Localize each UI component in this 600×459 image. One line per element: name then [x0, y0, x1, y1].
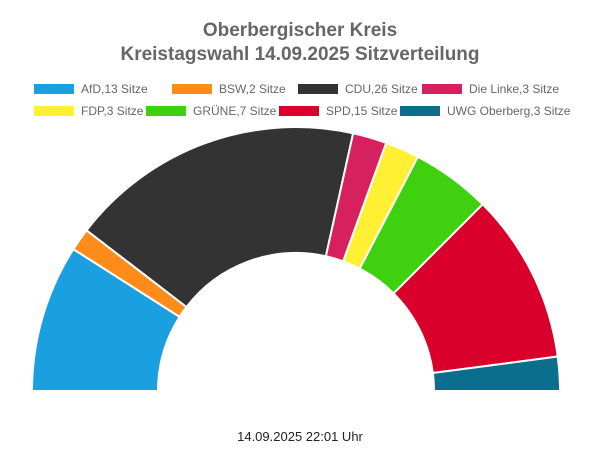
legend-swatch-afd — [34, 84, 74, 94]
legend-swatch-bsw — [172, 84, 212, 94]
legend-row-2: FDP,3 Sitze GRÜNE,7 Sitze SPD,15 Sitze U… — [34, 104, 594, 126]
legend-swatch-gruene — [146, 106, 186, 116]
chart-timestamp: 14.09.2025 22:01 Uhr — [237, 429, 363, 444]
legend-item-cdu[interactable]: CDU,26 Sitze — [298, 82, 418, 96]
legend-item-gruene[interactable]: GRÜNE,7 Sitze — [146, 104, 276, 118]
legend-label-gruene: GRÜNE,7 Sitze — [193, 104, 277, 118]
legend: AfD,13 Sitze BSW,2 Sitze CDU,26 Sitze Di… — [34, 82, 594, 126]
legend-item-bsw[interactable]: BSW,2 Sitze — [172, 82, 286, 96]
legend-label-spd: SPD,15 Sitze — [326, 104, 398, 118]
legend-item-uwg[interactable]: UWG Oberberg,3 Sitze — [400, 104, 570, 118]
legend-item-fdp[interactable]: FDP,3 Sitze — [34, 104, 143, 118]
chart-title: Oberbergischer Kreis — [202, 20, 398, 41]
legend-swatch-fdp — [34, 106, 74, 116]
legend-swatch-die-linke — [422, 84, 462, 94]
chart-subtitle: Kreistagswahl 14.09.2025 Sitzverteilung — [120, 44, 480, 65]
legend-row-1: AfD,13 Sitze BSW,2 Sitze CDU,26 Sitze Di… — [34, 82, 594, 104]
legend-swatch-uwg — [400, 106, 440, 116]
legend-item-spd[interactable]: SPD,15 Sitze — [279, 104, 397, 118]
legend-item-afd[interactable]: AfD,13 Sitze — [34, 82, 148, 96]
seat-slice-cdu[interactable] — [85, 126, 355, 308]
legend-label-bsw: BSW,2 Sitze — [219, 82, 286, 96]
legend-label-uwg: UWG Oberberg,3 Sitze — [447, 104, 571, 118]
legend-label-afd: AfD,13 Sitze — [81, 82, 148, 96]
legend-swatch-cdu — [298, 84, 338, 94]
seat-slice-uwg-oberberg[interactable] — [431, 355, 561, 392]
legend-label-die-linke: Die Linke,3 Sitze — [469, 82, 560, 96]
legend-item-die-linke[interactable]: Die Linke,3 Sitze — [422, 82, 559, 96]
legend-label-cdu: CDU,26 Sitze — [345, 82, 418, 96]
legend-label-fdp: FDP,3 Sitze — [81, 104, 144, 118]
legend-swatch-spd — [279, 106, 319, 116]
